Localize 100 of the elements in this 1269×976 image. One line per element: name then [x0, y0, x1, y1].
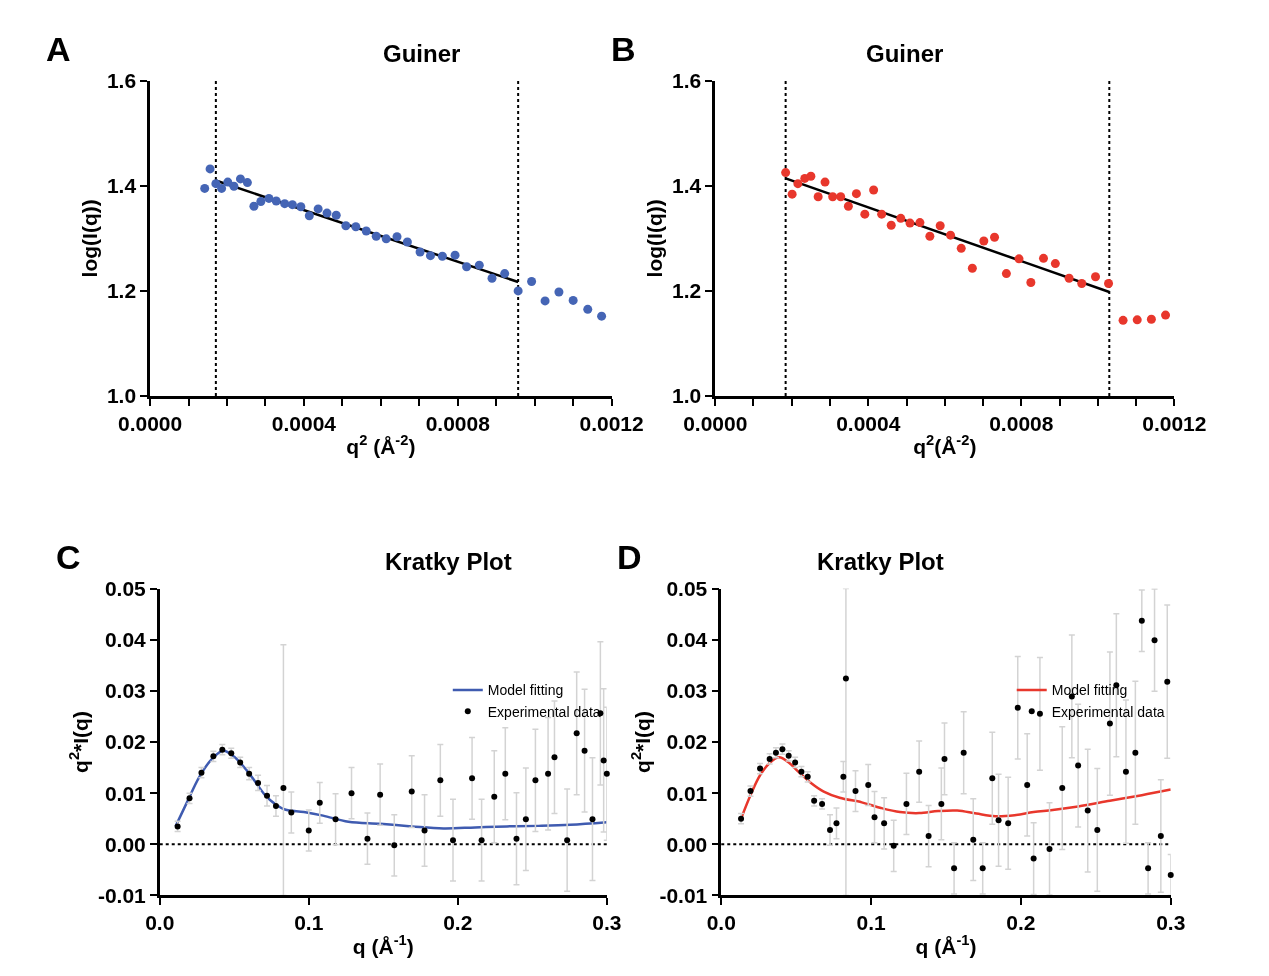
- point: [583, 304, 593, 314]
- point: [361, 226, 371, 236]
- point: [1001, 269, 1011, 279]
- legend-label: Experimental data: [1051, 703, 1165, 720]
- x-axis-title: q (Å$^{-1}$): [915, 931, 977, 958]
- point: [256, 197, 266, 207]
- point: [1104, 279, 1114, 289]
- y-axis-title: log(I(q)): [78, 199, 102, 278]
- point: [554, 287, 564, 297]
- point: [205, 164, 215, 174]
- y-tick-label: 0.05: [666, 576, 708, 600]
- point: [1024, 781, 1031, 788]
- point: [960, 749, 967, 756]
- y-tick-label: 1.2: [106, 279, 137, 303]
- point: [402, 237, 412, 247]
- point: [573, 730, 580, 737]
- x-tick-label: 0.2: [1006, 911, 1036, 935]
- y-tick-label: 1.2: [672, 279, 702, 303]
- point: [316, 799, 323, 806]
- point: [502, 770, 509, 777]
- point: [1118, 315, 1128, 325]
- x-axis-title: q$^{2}$ (Å$^{-2}$): [346, 432, 416, 459]
- point: [272, 802, 279, 809]
- point: [513, 835, 520, 842]
- y-tick-label: -0.01: [97, 883, 147, 907]
- point: [915, 218, 925, 228]
- point: [551, 754, 558, 761]
- point: [787, 189, 797, 199]
- point: [1030, 855, 1037, 862]
- point: [391, 842, 398, 849]
- point: [305, 827, 312, 834]
- point: [581, 747, 588, 754]
- point: [1014, 704, 1021, 711]
- x-tick-label: 0.0: [706, 911, 736, 935]
- point: [450, 837, 456, 844]
- point: [979, 236, 989, 246]
- point: [1146, 314, 1156, 324]
- point: [1157, 833, 1164, 840]
- point: [351, 222, 361, 232]
- point: [1091, 272, 1101, 282]
- y-tick-label: 0.01: [666, 781, 708, 805]
- x-tick-label: 0.3: [592, 911, 622, 935]
- x-axis-title: q (Å$^{-1}$): [352, 931, 414, 958]
- point: [513, 286, 523, 296]
- point: [280, 199, 290, 209]
- point: [1075, 762, 1082, 769]
- point: [836, 192, 846, 202]
- chart-title: Guiner: [866, 40, 944, 67]
- point: [377, 791, 384, 798]
- point: [280, 785, 287, 792]
- point: [925, 833, 932, 840]
- point: [313, 204, 323, 214]
- legend-label: Model fitting: [487, 682, 564, 699]
- point: [589, 816, 596, 823]
- point: [1039, 253, 1048, 263]
- point: [1050, 259, 1060, 269]
- y-tick-label: 1.4: [672, 174, 702, 198]
- point: [235, 174, 245, 184]
- point: [938, 800, 945, 807]
- point: [946, 230, 956, 240]
- point: [331, 210, 341, 220]
- text: D: [617, 538, 642, 576]
- point: [271, 196, 281, 206]
- y-tick-label: 0.04: [666, 628, 708, 652]
- point: [264, 792, 271, 799]
- y-tick-label: 1.6: [106, 68, 137, 92]
- x-tick-label: 0.2: [443, 911, 473, 935]
- point: [916, 768, 923, 775]
- point: [249, 201, 259, 211]
- point: [487, 273, 497, 283]
- point: [1138, 617, 1145, 624]
- point: [371, 231, 381, 241]
- point: [827, 826, 834, 833]
- y-tick-label: 0.00: [104, 832, 146, 856]
- point: [522, 816, 529, 823]
- point: [871, 814, 878, 821]
- y-tick-label: 0.04: [104, 628, 147, 652]
- point: [392, 232, 402, 242]
- point: [474, 260, 484, 270]
- point: [967, 263, 977, 273]
- point: [1151, 637, 1158, 644]
- point: [1077, 279, 1087, 289]
- y-tick-label: 0.02: [666, 730, 708, 754]
- point: [217, 183, 227, 193]
- point: [332, 816, 339, 823]
- text: A: [46, 30, 71, 68]
- x-tick-label: 0.3: [1156, 911, 1186, 935]
- point: [793, 179, 803, 189]
- y-tick-label: 0.00: [666, 832, 708, 856]
- point: [903, 800, 910, 807]
- point: [869, 185, 879, 195]
- point: [287, 200, 297, 210]
- point: [500, 269, 510, 279]
- point: [469, 775, 476, 782]
- point: [1014, 254, 1024, 264]
- point: [1132, 749, 1139, 756]
- y-tick-label: -0.01: [659, 883, 708, 907]
- point: [1161, 310, 1171, 320]
- y-tick-label: 0.02: [104, 730, 146, 754]
- point: [925, 231, 935, 241]
